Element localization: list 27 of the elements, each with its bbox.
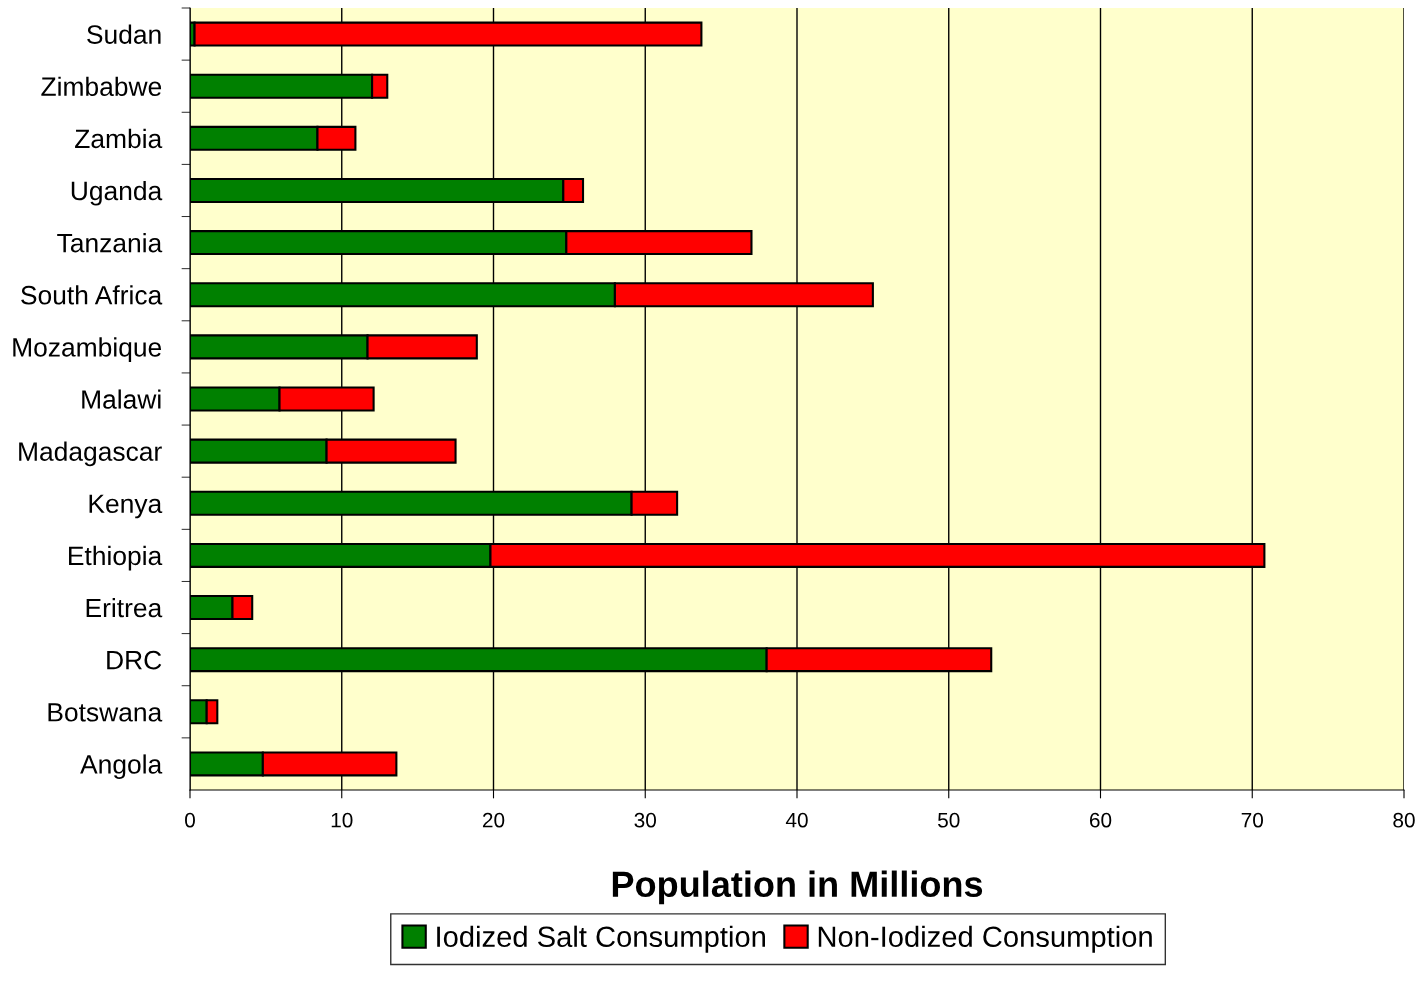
y-tick-label: Zambia xyxy=(75,128,163,149)
y-tick-label: Zimbabwe xyxy=(41,76,162,97)
y-tick-label: South Africa xyxy=(21,285,163,305)
y-tick-label: Mozambique xyxy=(13,337,162,362)
y-tick-label: Sudan xyxy=(87,24,161,44)
y-tick-label: Tanzania xyxy=(57,233,163,253)
y-tick-label: Uganda xyxy=(71,180,163,206)
legend-label: Iodized Salt Consumption xyxy=(437,925,765,953)
x-tick-label: 50 xyxy=(938,812,960,828)
y-tick-label: Kenya xyxy=(89,494,163,519)
x-tick-label: 30 xyxy=(634,812,657,828)
x-tick-label: 0 xyxy=(185,812,195,828)
x-tick-label: 40 xyxy=(785,812,808,828)
x-tick-label: 60 xyxy=(1089,812,1112,828)
legend-label: Non-Iodized Consumption xyxy=(818,925,1152,953)
x-axis-title: Population in Millions xyxy=(612,870,983,905)
y-tick-label: Malawi xyxy=(82,389,161,409)
x-tick-label: 80 xyxy=(1393,812,1415,828)
y-tick-label: Ethiopia xyxy=(69,545,163,571)
x-tick-label: 70 xyxy=(1241,812,1264,828)
y-tick-label: Eritrea xyxy=(86,597,163,618)
y-tick-label: Angola xyxy=(80,754,163,779)
y-tick-label: Botswana xyxy=(48,703,163,722)
x-tick-label: 20 xyxy=(482,812,505,828)
x-tick-label: 10 xyxy=(331,812,353,828)
y-tick-label: Madagascar xyxy=(19,441,162,467)
y-tick-label: DRC xyxy=(107,650,162,670)
